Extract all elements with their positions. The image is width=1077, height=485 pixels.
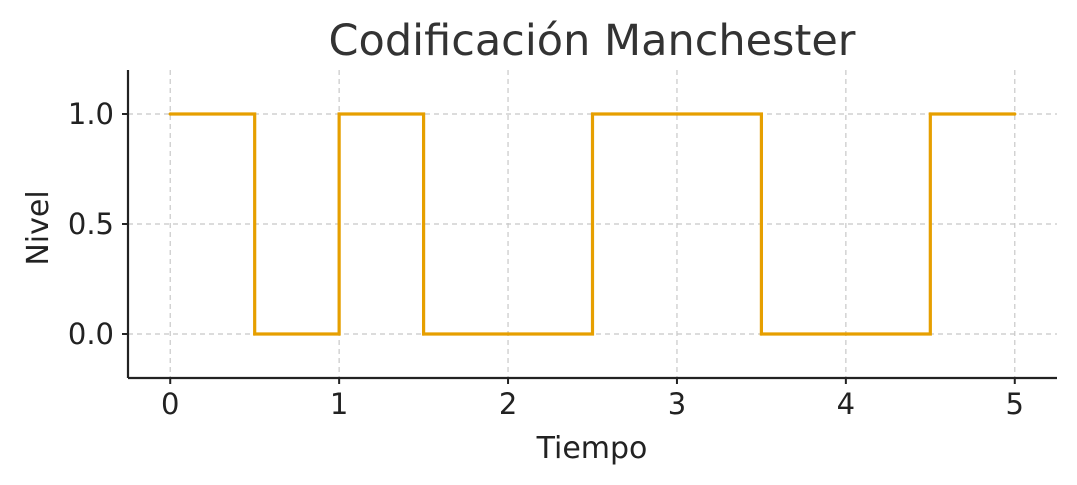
series-layer bbox=[168, 112, 1017, 336]
chart-title: Codificación Manchester bbox=[329, 16, 856, 66]
data-point bbox=[759, 332, 764, 336]
y-tick-label: 0.5 bbox=[68, 207, 114, 241]
x-tick-label: 0 bbox=[161, 387, 179, 421]
series-line-0 bbox=[170, 112, 1015, 336]
data-point bbox=[928, 112, 932, 116]
x-tick-label: 3 bbox=[668, 387, 686, 421]
y-tick-label: 0.0 bbox=[68, 317, 114, 351]
x-tick-label: 1 bbox=[330, 387, 348, 421]
data-point bbox=[1013, 112, 1017, 116]
x-tick-label: 4 bbox=[837, 387, 855, 421]
x-axis-label: Tiempo bbox=[536, 431, 648, 466]
data-point bbox=[675, 112, 679, 116]
ticks: 0 1 2 3 4 5 0.0 0.5 1.0 bbox=[68, 97, 1024, 421]
data-point bbox=[590, 112, 595, 116]
x-tick-label: 2 bbox=[499, 387, 517, 421]
data-point bbox=[844, 332, 848, 336]
y-axis-label: Nivel bbox=[21, 190, 56, 265]
x-tick-label: 5 bbox=[1006, 387, 1024, 421]
data-point bbox=[506, 332, 510, 336]
y-tick-label: 1.0 bbox=[68, 97, 114, 131]
data-point bbox=[168, 112, 172, 116]
data-point bbox=[421, 332, 426, 336]
data-point bbox=[253, 332, 257, 336]
data-point bbox=[337, 112, 341, 116]
